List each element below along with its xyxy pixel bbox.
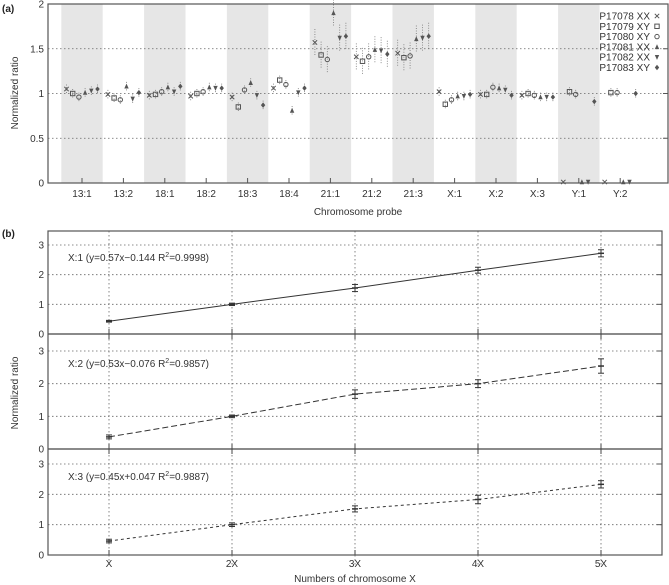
y-tick-label: 0 (38, 445, 44, 456)
legend-entry: P17081 XX (599, 42, 650, 53)
subplots: X 2X 3X 4X 5X 0 1 2 3 X:1 (y=0.57x−0.144 R2=0.999… (38, 231, 662, 570)
legend-entry: P17079 XY (599, 22, 650, 33)
x-tick-label: 18:3 (238, 189, 258, 200)
panel-b-chart: (b) X 2X 3X 4X 5X 0 1 2 3 X:1 (y=0.57x−0.144 R2=0… (2, 229, 663, 585)
y-tick-label: 1 (38, 89, 44, 100)
y-tick-label: 1.5 (30, 44, 44, 55)
x-tick-label: 18:4 (279, 189, 299, 200)
regression-annotation: X:2 (y=0.53x−0.076 R2=0.9857) (68, 358, 209, 370)
y-tick-label: 1 (38, 412, 44, 423)
legend-entry: P17080 XY (599, 32, 650, 43)
x-tick-label: X:2 (488, 189, 503, 200)
category-shading (61, 4, 600, 183)
y-tick-label: 1 (38, 300, 44, 311)
horizontal-gridlines (48, 48, 668, 139)
panel-a-chart: (a) 0 0.5 1 1.5 2 13:1 13:2 18:1 18:2 18:3 18:4 21… (2, 0, 669, 218)
x-tick-label: 18:1 (155, 189, 175, 200)
x-tick-label: 3X (349, 559, 362, 570)
y-tick-label: 0.5 (30, 134, 44, 145)
x-tick-label: 18:2 (196, 189, 216, 200)
panel-b-label: (b) (2, 229, 15, 240)
x-tick-label: 21:2 (362, 189, 382, 200)
regression-annotation: X:1 (y=0.57x−0.144 R2=0.9998) (68, 252, 209, 264)
x-tick-label: X (106, 559, 113, 570)
x-tick-label: X:1 (447, 189, 462, 200)
y-axis-title-a: Normalized ratio (10, 56, 21, 129)
y-tick-label: 0 (38, 179, 44, 190)
y-tick-label: 0 (38, 330, 44, 341)
x-tick-label: Y:2 (613, 189, 628, 200)
legend-entry: P17083 XY (599, 63, 650, 74)
regression-annotation: X:3 (y=0.45x+0.047 R2=0.9887) (68, 471, 209, 483)
x-axis-ticks: 13:1 13:2 18:1 18:2 18:3 18:4 21:1 21:2 21:3 X:1 X… (72, 178, 628, 200)
plot-frame-a (47, 3, 669, 184)
legend-entry: P17078 XX (599, 12, 650, 23)
x-tick-label: 5X (595, 559, 608, 570)
panel-a-label: (a) (2, 4, 14, 15)
y-tick-label: 2 (38, 379, 44, 390)
y-axis-title-b: Normalized ratio (10, 356, 21, 429)
plot-frame-b (47, 230, 663, 556)
y-tick-label: 3 (38, 460, 44, 471)
fit-line (108, 365, 602, 438)
x-tick-label: Y:1 (572, 189, 587, 200)
y-tick-label: 0 (38, 551, 44, 562)
x-tick-label: 13:2 (114, 189, 134, 200)
y-tick-label: 2 (38, 0, 44, 11)
data-points (63, 0, 638, 185)
y-tick-label: 2 (38, 490, 44, 501)
y-tick-label: 2 (38, 270, 44, 281)
y-tick-label: 1 (38, 520, 44, 531)
x-tick-label: X:3 (530, 189, 545, 200)
fit-line (108, 483, 602, 542)
legend-entry: P17082 XX (599, 53, 650, 64)
x-axis-title-a: Chromosome probe (314, 207, 403, 218)
y-tick-label: 3 (38, 241, 44, 252)
y-tick-label: 3 (38, 347, 44, 358)
x-tick-label: 4X (472, 559, 485, 570)
x-tick-label: 21:3 (403, 189, 423, 200)
x-axis-title-b: Numbers of chromosome X (294, 574, 416, 585)
x-tick-label: 13:1 (72, 189, 92, 200)
x-tick-label: 21:1 (321, 189, 341, 200)
x-tick-label: 2X (226, 559, 239, 570)
